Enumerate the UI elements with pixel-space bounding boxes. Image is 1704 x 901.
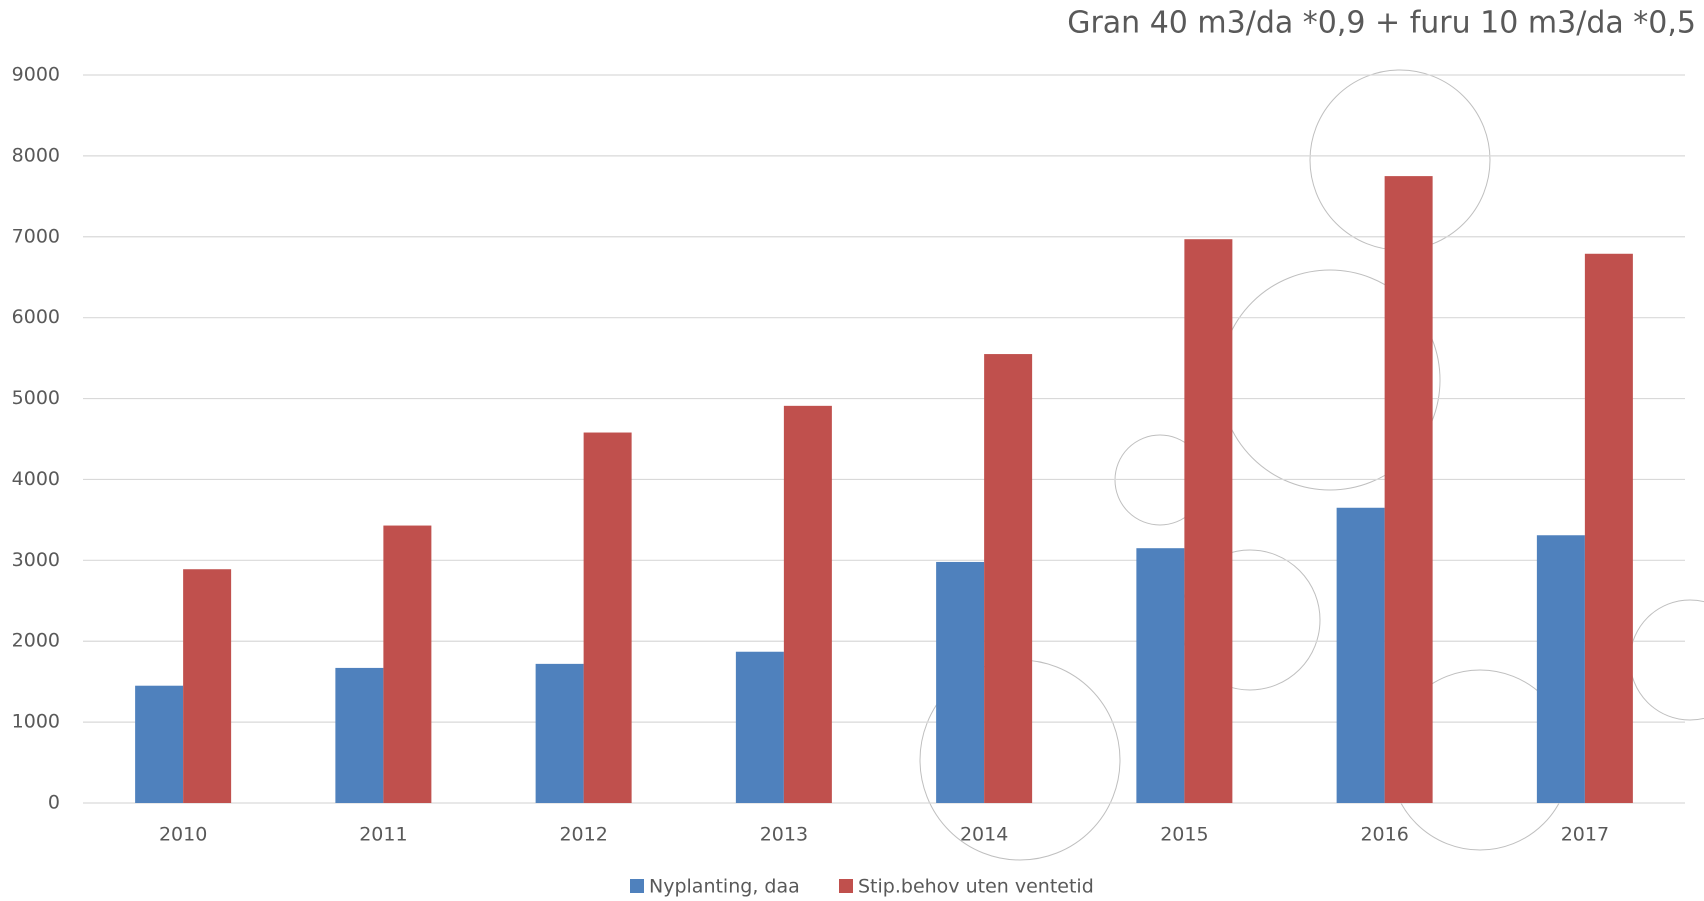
- y-tick-label: 7000: [12, 225, 60, 247]
- y-tick-label: 4000: [12, 468, 60, 490]
- chart-title: Gran 40 m3/da *0,9 + furu 10 m3/da *0,5: [1067, 6, 1696, 41]
- bar: [535, 663, 584, 803]
- legend-label: Stip.behov uten ventetid: [858, 876, 1094, 898]
- y-tick-label: 8000: [12, 144, 60, 166]
- x-tick-label: 2013: [760, 824, 808, 846]
- x-tick-label: 2010: [159, 824, 207, 846]
- bar: [135, 685, 184, 803]
- bar: [383, 525, 432, 803]
- x-tick-label: 2015: [1160, 824, 1208, 846]
- x-tick-label: 2011: [359, 824, 407, 846]
- bar: [1184, 239, 1233, 803]
- y-tick-label: 6000: [12, 306, 60, 328]
- bar: [1336, 507, 1385, 803]
- legend-swatch: [839, 879, 853, 893]
- x-tick-label: 2016: [1360, 824, 1408, 846]
- bar: [1536, 535, 1585, 803]
- legend-label: Nyplanting, daa: [649, 876, 800, 898]
- y-tick-label: 2000: [12, 630, 60, 652]
- ornament: [1629, 599, 1704, 721]
- x-tick-label: 2012: [559, 824, 607, 846]
- legend-swatch: [630, 879, 644, 893]
- y-tick-label: 3000: [12, 549, 60, 571]
- bar: [1384, 176, 1433, 804]
- bar: [1136, 548, 1185, 803]
- y-tick-label: 1000: [12, 711, 60, 733]
- bar: [783, 405, 832, 803]
- x-tick-label: 2017: [1561, 824, 1609, 846]
- bar: [583, 432, 632, 803]
- x-tick-label: 2014: [960, 824, 1008, 846]
- bar: [335, 667, 384, 803]
- bar: [735, 651, 784, 803]
- bar: [183, 569, 232, 803]
- y-tick-label: 5000: [12, 387, 60, 409]
- y-tick-label: 9000: [12, 64, 60, 86]
- bar: [984, 354, 1033, 803]
- y-tick-label: 0: [48, 792, 60, 814]
- bar: [936, 561, 985, 803]
- bar: [1584, 253, 1633, 803]
